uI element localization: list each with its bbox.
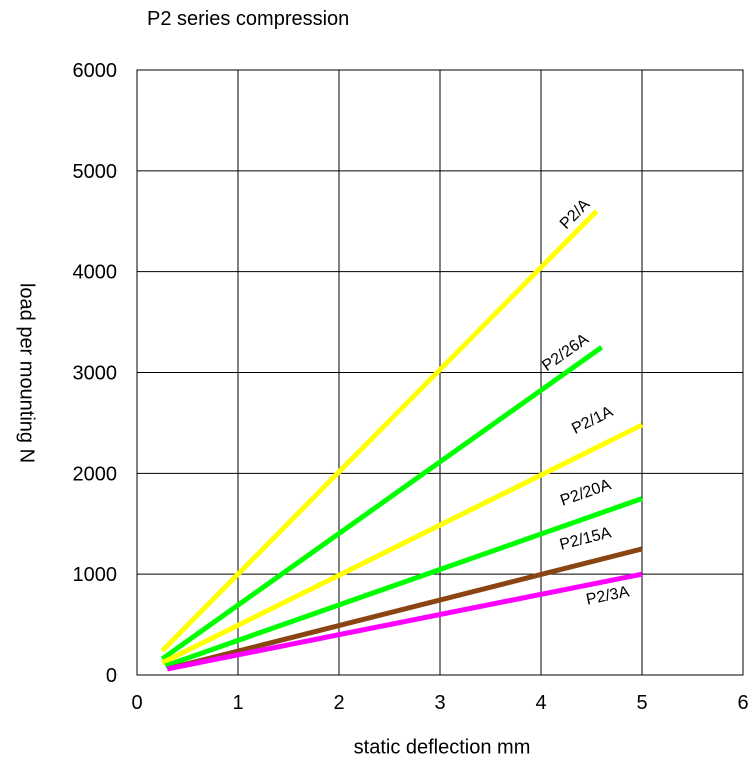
- series-label: P2/15A: [558, 524, 613, 553]
- plot-frame: [136, 69, 744, 676]
- x-tick-label: 1: [232, 692, 243, 714]
- series-line-p2-26a: [160, 345, 604, 661]
- series-line-p2-a: [160, 209, 599, 653]
- y-tick-label: 0: [106, 665, 117, 687]
- series-line-p2-1a: [161, 422, 644, 666]
- x-tick-label: 4: [535, 692, 546, 714]
- x-axis-label: static deflection mm: [353, 736, 531, 759]
- series-line-p2-3a: [166, 571, 643, 672]
- y-tick-label: 4000: [73, 262, 118, 284]
- series-label: P2/1A: [569, 403, 616, 438]
- x-tick-label: 2: [333, 692, 344, 714]
- series-lines: [160, 209, 644, 672]
- series-label: P2/3A: [585, 583, 631, 608]
- y-tick-label: 5000: [73, 161, 118, 183]
- chart-title: P2 series compression: [147, 8, 350, 30]
- y-tick-label: 6000: [73, 60, 118, 82]
- y-tick-label: 1000: [73, 564, 118, 586]
- x-tick-label: 0: [131, 692, 142, 714]
- x-tick-labels: 0 1 2 3 4 5 6: [131, 692, 748, 714]
- series-line-p2-20a: [164, 496, 643, 669]
- y-tick-label: 3000: [73, 363, 118, 385]
- x-tick-label: 3: [434, 692, 445, 714]
- x-tick-label: 6: [737, 692, 748, 714]
- y-tick-label: 2000: [73, 463, 118, 485]
- x-tick-label: 5: [636, 692, 647, 714]
- y-tick-labels: 0 1000 2000 3000 4000 5000 6000: [73, 60, 118, 687]
- series-label: P2/20A: [558, 476, 613, 510]
- series-label: P2/26A: [539, 330, 592, 374]
- series-line-p2-15a: [166, 546, 643, 672]
- series-label: P2/A: [557, 196, 594, 233]
